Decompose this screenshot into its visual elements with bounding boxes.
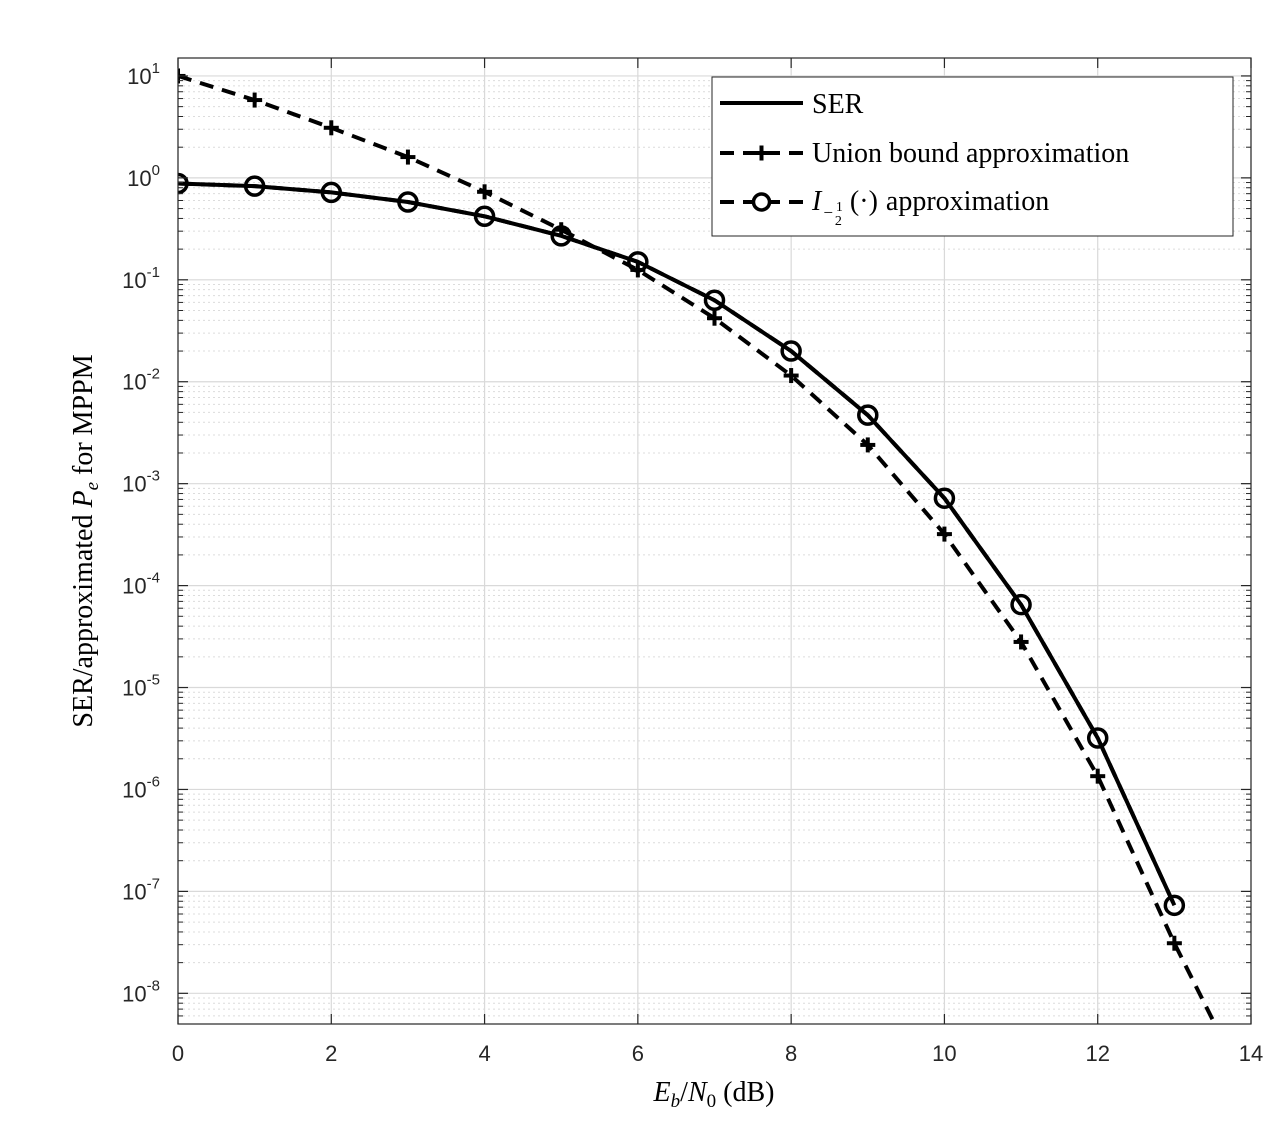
y-tick-label: 100 <box>127 162 160 191</box>
i-approx-point <box>243 175 266 197</box>
union-bound-point <box>1013 634 1029 650</box>
legend-union-marker <box>754 145 769 161</box>
legend-i-marker <box>751 192 772 212</box>
legend: SER Union bound approximation I −1 2(·) app… <box>711 76 1234 237</box>
legend-i-label: I −1 2(·) approximation <box>811 186 1049 229</box>
i-approx-point <box>1163 894 1186 917</box>
union-bound-point <box>247 92 263 108</box>
i-approx-point <box>1010 593 1032 616</box>
x-tick-label: 4 <box>478 1041 490 1066</box>
series-line-3 <box>178 181 1177 907</box>
union-bound-point <box>477 184 493 200</box>
x-tick-label: 2 <box>325 1041 337 1066</box>
union-bound-point <box>1090 768 1106 784</box>
union-bound-point <box>400 149 416 165</box>
i-approx-point <box>550 225 572 247</box>
i-approx-point <box>320 181 343 204</box>
y-axis-label: SER/approximated Pe for MPPM <box>68 354 103 727</box>
y-tick-label: 101 <box>127 60 160 89</box>
y-tick-label: 10-2 <box>122 366 160 395</box>
y-tick-label: 10-7 <box>122 875 160 904</box>
i-approx-point <box>627 251 649 273</box>
y-tick-label: 10-6 <box>122 773 160 802</box>
x-tick-labels: 0 2 4 6 8 10 12 14 <box>172 1041 1263 1066</box>
axis-ticks <box>177 58 1252 1024</box>
union-bound-point <box>1166 935 1182 951</box>
y-tick-label: 10-4 <box>122 570 160 599</box>
legend-union-label: Union bound approximation <box>812 138 1129 169</box>
x-tick-label: 8 <box>785 1041 797 1066</box>
x-tick-label: 14 <box>1239 1041 1263 1066</box>
y-tick-label: 10-3 <box>122 468 160 497</box>
union-bound-point <box>707 310 722 326</box>
series-line-2 <box>178 74 1215 1021</box>
i-approx-point <box>397 191 419 213</box>
union-bound-point <box>783 368 799 384</box>
union-bound-point <box>860 437 876 453</box>
x-axis-label: Eb/N0 (dB) <box>653 1077 775 1112</box>
y-tick-label: 10-1 <box>122 264 160 293</box>
i-approx-point <box>703 289 726 312</box>
i-approx-point <box>780 340 802 362</box>
i-approx-point <box>857 404 879 426</box>
i-approx-point <box>933 487 956 509</box>
union-bound-point <box>323 120 339 136</box>
i-approx-point <box>473 205 496 228</box>
x-tick-label: 0 <box>172 1041 184 1066</box>
y-tick-label: 10-8 <box>122 977 160 1006</box>
series-layer <box>178 68 1215 1021</box>
plot-frame <box>177 57 1252 1025</box>
i-approx-point <box>178 172 189 195</box>
i-approx-point <box>1086 727 1109 749</box>
x-tick-label: 10 <box>932 1041 956 1066</box>
x-tick-label: 6 <box>632 1041 644 1066</box>
x-tick-label: 12 <box>1085 1041 1109 1066</box>
y-tick-label: 10-5 <box>122 672 160 701</box>
legend-ser-label: SER <box>812 89 864 120</box>
union-bound-point <box>936 526 952 542</box>
y-tick-labels: 101 100 10-1 10-2 10-3 10-4 10-5 10-6 10-7 10-8 <box>122 60 160 1006</box>
